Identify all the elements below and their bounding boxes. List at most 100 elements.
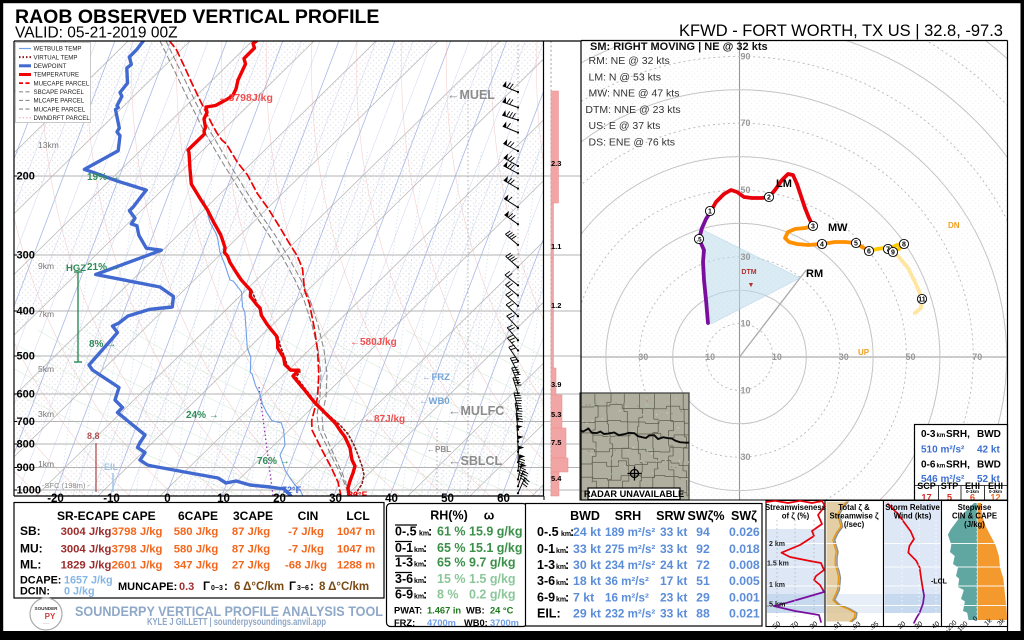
svg-text:5: 5 — [854, 240, 858, 247]
svg-text:←SBLCL: ←SBLCL — [448, 454, 503, 468]
svg-text:km: km — [561, 531, 571, 538]
svg-text:Stepwise: Stepwise — [958, 503, 992, 512]
svg-text:1: 1 — [708, 208, 712, 215]
svg-text:6 Δ°C/km: 6 Δ°C/km — [234, 581, 284, 593]
svg-text:DCAPE:: DCAPE: — [20, 575, 61, 587]
svg-text::: : — [224, 581, 228, 593]
svg-text:33 kt: 33 kt — [660, 525, 687, 539]
svg-text:90: 90 — [740, 51, 750, 61]
svg-text:←87J/kg: ←87J/kg — [364, 414, 405, 425]
svg-text:WETBULB TEMP: WETBULB TEMP — [34, 46, 82, 53]
svg-text:10: 10 — [740, 385, 750, 395]
svg-text:347 J/kg: 347 J/kg — [174, 560, 219, 572]
svg-text:1047 m: 1047 m — [337, 544, 375, 556]
svg-text:km: km — [419, 531, 429, 538]
svg-text:16 m²/s²: 16 m²/s² — [605, 591, 649, 604]
svg-text:1-3: 1-3 — [537, 558, 555, 572]
svg-text:6CAPE: 6CAPE — [178, 509, 218, 523]
svg-text:←MUEL: ←MUEL — [447, 88, 495, 102]
svg-text:0-.5: 0-.5 — [537, 525, 559, 539]
svg-text:30: 30 — [638, 352, 648, 362]
svg-text:189 m²/s²: 189 m²/s² — [605, 526, 655, 539]
svg-text::: : — [310, 581, 314, 593]
svg-text:←3798J/kg: ←3798J/kg — [218, 92, 273, 104]
svg-text:33 kt: 33 kt — [660, 606, 687, 620]
svg-text:MW: NNE @ 47 kts: MW: NNE @ 47 kts — [589, 88, 680, 100]
svg-text:UP: UP — [858, 348, 870, 357]
svg-text:400: 400 — [17, 306, 35, 318]
svg-text:0-1km: 0-1km — [966, 489, 979, 494]
svg-text:0.021: 0.021 — [729, 606, 760, 620]
svg-text:11: 11 — [918, 296, 926, 303]
svg-text:65 %: 65 % — [437, 541, 466, 555]
svg-text:SRH,: SRH, — [946, 429, 970, 440]
svg-text:EIL:: EIL: — [537, 606, 561, 620]
svg-text:Γ: Γ — [203, 581, 210, 593]
svg-text:DEWPOINT: DEWPOINT — [34, 63, 67, 70]
svg-text:SCP: SCP — [917, 481, 936, 491]
svg-text:LM: LM — [776, 178, 792, 190]
svg-text:3004 J/kg: 3004 J/kg — [61, 526, 112, 538]
svg-text:15.9 g/kg: 15.9 g/kg — [469, 525, 523, 539]
svg-text:DCIN:: DCIN: — [20, 586, 50, 598]
svg-text:RADAR UNAVAILABLE: RADAR UNAVAILABLE — [584, 489, 684, 499]
svg-text:15 %: 15 % — [437, 572, 466, 586]
svg-text:23 kt: 23 kt — [660, 590, 687, 604]
svg-text:1.1: 1.1 — [551, 242, 561, 251]
svg-text:0: 0 — [972, 615, 980, 623]
svg-text:70: 70 — [790, 621, 801, 631]
svg-text::: : — [423, 572, 427, 586]
svg-text:WB:: WB: — [466, 606, 485, 616]
svg-text:61 %: 61 % — [437, 525, 466, 539]
svg-text:.01: .01 — [831, 620, 843, 631]
svg-text:1.5 g/kg: 1.5 g/kg — [469, 572, 516, 586]
svg-text:17: 17 — [921, 492, 931, 502]
svg-text:510 m²/s²: 510 m²/s² — [921, 445, 965, 456]
svg-text:1km: 1km — [38, 459, 54, 469]
svg-text:1.2: 1.2 — [551, 301, 561, 310]
svg-text:-68 J/kg: -68 J/kg — [285, 560, 327, 572]
svg-text:SRH,: SRH, — [946, 460, 970, 471]
svg-text:km: km — [556, 564, 566, 571]
svg-text:←FRZ: ←FRZ — [422, 372, 450, 383]
svg-text:30: 30 — [740, 252, 750, 262]
svg-text:1-3: 1-3 — [395, 556, 413, 570]
svg-text::: : — [565, 590, 569, 604]
svg-text:EIL: EIL — [104, 462, 119, 472]
svg-text:km: km — [556, 580, 566, 587]
svg-text:MLCAPE PARCEL: MLCAPE PARCEL — [34, 98, 85, 105]
svg-text:72°F: 72°F — [282, 485, 302, 495]
svg-text:5km: 5km — [38, 364, 54, 374]
svg-text:LM: N @ 53 kts: LM: N @ 53 kts — [589, 71, 662, 83]
svg-text:0-3km: 0-3km — [989, 489, 1002, 494]
svg-text:90: 90 — [809, 621, 820, 631]
svg-text:CIN & CAPE: CIN & CAPE — [952, 512, 997, 521]
svg-text:88: 88 — [696, 606, 710, 620]
svg-text:6: 6 — [867, 248, 871, 255]
svg-text:7.5: 7.5 — [551, 438, 561, 447]
svg-text:km: km — [556, 596, 566, 603]
svg-text:3: 3 — [811, 223, 815, 230]
svg-text:5.3: 5.3 — [551, 410, 561, 419]
svg-text:US: E @ 37 kts: US: E @ 37 kts — [589, 120, 661, 132]
svg-text:30: 30 — [914, 621, 925, 631]
svg-text:SM: RIGHT MOVING | NE @ 32 kts: SM: RIGHT MOVING | NE @ 32 kts — [590, 41, 768, 53]
svg-text::: : — [423, 588, 427, 602]
svg-text:0-.5: 0-.5 — [395, 525, 417, 539]
svg-text:1.467 in: 1.467 in — [427, 606, 461, 616]
svg-text:70: 70 — [972, 352, 982, 362]
svg-text:3798 J/kg: 3798 J/kg — [112, 544, 163, 556]
svg-text:RM: NE @ 32 kts: RM: NE @ 32 kts — [589, 55, 670, 67]
svg-text:3798 J/kg: 3798 J/kg — [112, 526, 163, 538]
svg-text:9.7 g/kg: 9.7 g/kg — [469, 556, 516, 570]
svg-text:WB0:: WB0: — [464, 618, 488, 628]
svg-text:km: km — [937, 464, 946, 470]
svg-text:Wind (kts): Wind (kts) — [894, 512, 932, 521]
svg-text:3700m: 3700m — [490, 618, 519, 628]
svg-text:PY: PY — [45, 612, 56, 621]
svg-text:VALID: 05-21-2019 00Z: VALID: 05-21-2019 00Z — [15, 25, 178, 42]
svg-text:30: 30 — [740, 452, 750, 462]
svg-text:12: 12 — [990, 492, 1000, 502]
svg-text:RM: RM — [806, 268, 823, 280]
svg-text:-7 J/kg: -7 J/kg — [288, 526, 324, 538]
